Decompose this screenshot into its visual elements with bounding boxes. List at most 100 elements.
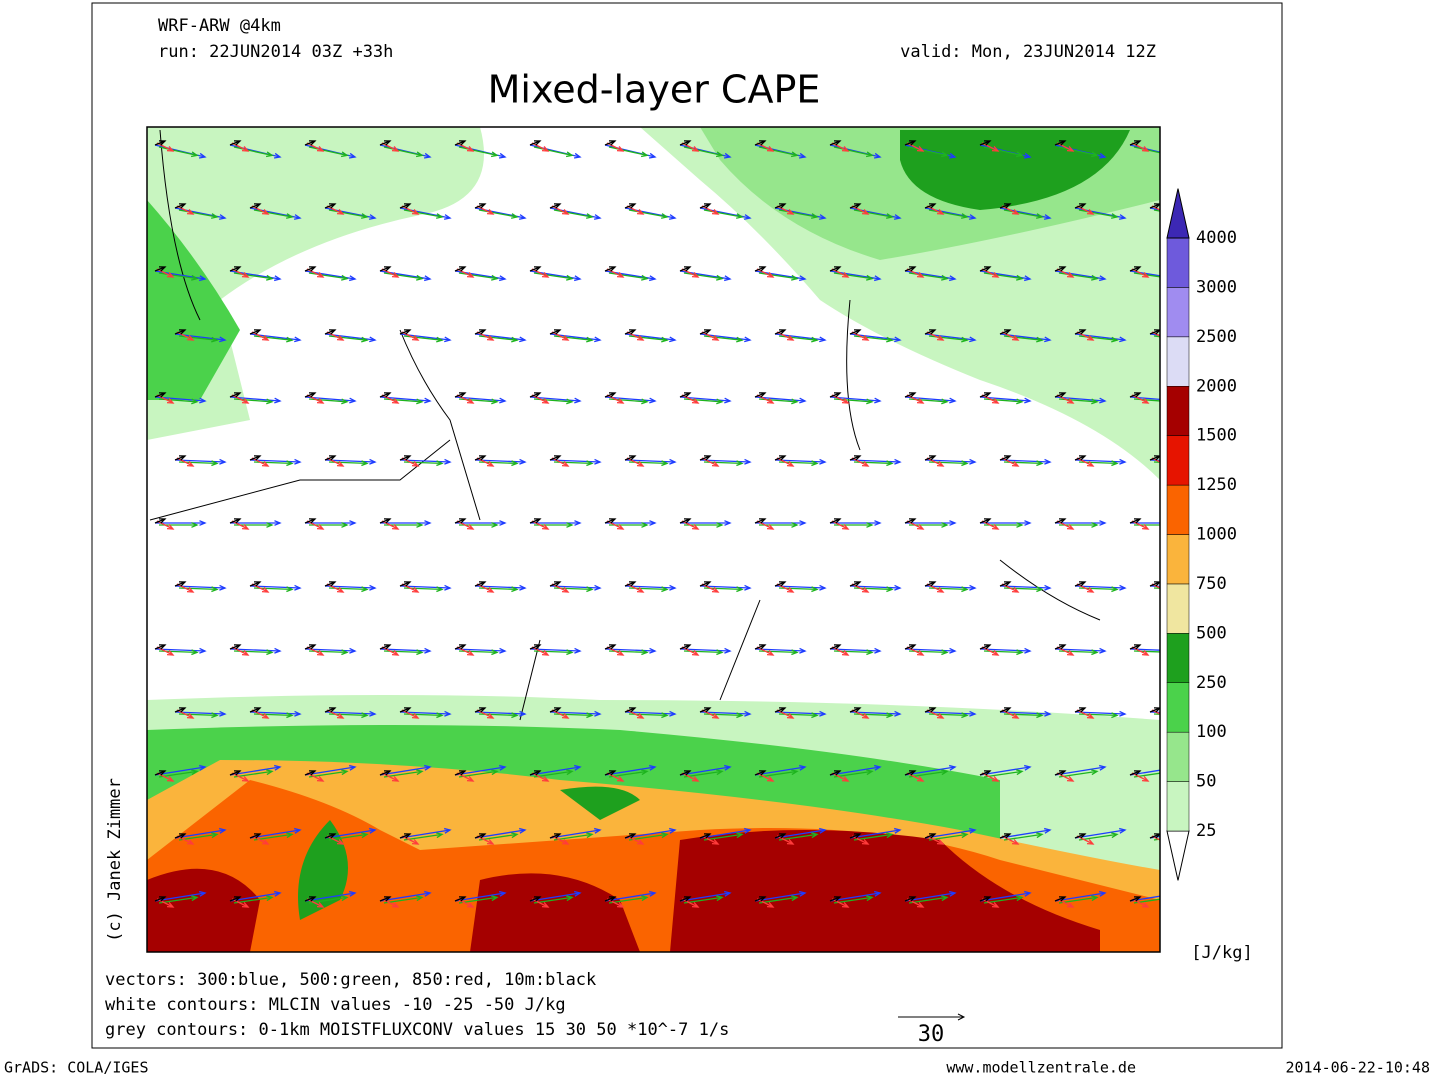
wind-arrowhead — [715, 151, 724, 158]
wind-arrowhead — [411, 209, 420, 215]
valid-label: valid: Mon, 23JUN2014 12Z — [900, 42, 1156, 62]
wind-arrowhead — [186, 839, 195, 845]
wind-arrowhead — [991, 650, 1000, 656]
wind-arrow — [681, 772, 699, 782]
wind-arrowhead — [894, 827, 902, 834]
wind-arrowhead — [833, 644, 842, 650]
wind-arrowhead — [458, 896, 467, 902]
wind-arrow — [1001, 583, 1019, 593]
wind-arrow — [981, 268, 999, 278]
wind-arrow — [231, 268, 249, 278]
wind-arrowhead — [458, 770, 467, 776]
wind-arrowhead — [403, 833, 412, 839]
wind-arrowhead — [711, 713, 720, 719]
wind-arrowhead — [1091, 895, 1099, 902]
wind-arrow — [1074, 455, 1086, 461]
wind-arrowhead — [361, 712, 369, 719]
wind-arrowhead — [1058, 644, 1067, 650]
colorbar-label: 4000 — [1196, 228, 1237, 248]
wind-arrow — [158, 146, 198, 157]
wind-arrowhead — [1066, 902, 1075, 908]
wind-arrowhead — [1166, 152, 1172, 157]
wind-arrow — [606, 646, 624, 656]
software-credit: GrADS: COLA/IGES — [4, 1059, 149, 1077]
wind-arrowhead — [1024, 397, 1032, 404]
wind-arrow — [853, 833, 893, 841]
wind-arrow — [626, 835, 644, 845]
wind-arrowhead — [336, 713, 345, 719]
wind-arrowhead — [691, 650, 700, 656]
wind-arrowhead — [478, 833, 487, 839]
wind-arrow — [604, 392, 616, 398]
wind-arrowhead — [336, 839, 345, 845]
wind-arrow — [606, 772, 624, 782]
wind-arrow — [701, 205, 719, 215]
wind-arrow — [551, 835, 569, 845]
wind-arrowhead — [991, 146, 1000, 152]
vector-scale-label: 30 — [918, 1022, 945, 1047]
wind-arrowhead — [983, 644, 992, 650]
wind-arrowhead — [841, 776, 850, 782]
wind-arrow — [474, 711, 526, 715]
wind-arrow — [326, 835, 344, 845]
wind-arrowhead — [1024, 520, 1032, 526]
wind-arrowhead — [199, 890, 207, 897]
wind-arrow — [154, 648, 206, 652]
wind-arrowhead — [241, 902, 250, 908]
wind-arrowhead — [636, 335, 645, 341]
wind-arrowhead — [961, 460, 969, 467]
wind-arrow — [474, 455, 486, 461]
wind-arrowhead — [261, 587, 270, 593]
wind-arrow — [399, 581, 411, 587]
colorbar-segment — [1166, 435, 1190, 486]
wind-arrow — [1058, 146, 1098, 157]
wind-arrow — [979, 644, 991, 650]
wind-arrowhead — [1099, 647, 1107, 654]
wind-arrowhead — [969, 584, 977, 591]
wind-arrowhead — [841, 398, 850, 404]
colorbar-segment — [1166, 484, 1190, 535]
wind-arrowhead — [853, 581, 862, 587]
wind-arrow — [1074, 203, 1086, 209]
wind-arrow — [251, 709, 269, 719]
wind-arrowhead — [668, 214, 677, 220]
wind-arrow — [851, 835, 869, 845]
wind-arrow — [1133, 772, 1160, 778]
wind-arrow — [979, 648, 1031, 652]
wind-arrow — [831, 394, 849, 404]
wind-arrowhead — [341, 522, 349, 528]
wind-arrowhead — [253, 455, 262, 461]
colorbar-segment — [1166, 386, 1190, 436]
wind-arrowhead — [683, 896, 692, 902]
wind-arrowhead — [328, 203, 337, 209]
wind-arrowhead — [894, 458, 902, 465]
wind-arrow — [551, 457, 569, 467]
wind-arrowhead — [786, 839, 795, 845]
wind-arrowhead — [886, 336, 894, 343]
wind-arrow — [156, 394, 174, 404]
wind-arrowhead — [766, 902, 775, 908]
wind-arrowhead — [778, 833, 787, 839]
wind-arrow — [1131, 898, 1149, 908]
wind-arrowhead — [286, 832, 294, 839]
wind-arrow — [699, 585, 751, 589]
wind-arrowhead — [166, 776, 175, 782]
wind-arrowhead — [391, 524, 400, 530]
wind-arrow — [756, 772, 774, 782]
colorbar-label: 25 — [1196, 821, 1216, 841]
wind-arrowhead — [1023, 152, 1032, 159]
wind-arrow — [683, 272, 723, 280]
wind-arrow — [379, 518, 391, 524]
wind-arrowhead — [369, 336, 377, 343]
wind-arrowhead — [861, 839, 870, 845]
wind-arrowhead — [1044, 336, 1052, 343]
wind-arrow — [383, 770, 423, 778]
wind-arrowhead — [253, 329, 262, 335]
wind-arrow — [699, 581, 711, 587]
wind-arrowhead — [403, 455, 412, 461]
wind-arrowhead — [233, 140, 242, 146]
wind-arrowhead — [961, 712, 969, 719]
wind-arrow — [979, 266, 991, 272]
wind-arrowhead — [566, 522, 574, 528]
timestamp: 2014-06-22-10:48 — [1286, 1059, 1431, 1077]
